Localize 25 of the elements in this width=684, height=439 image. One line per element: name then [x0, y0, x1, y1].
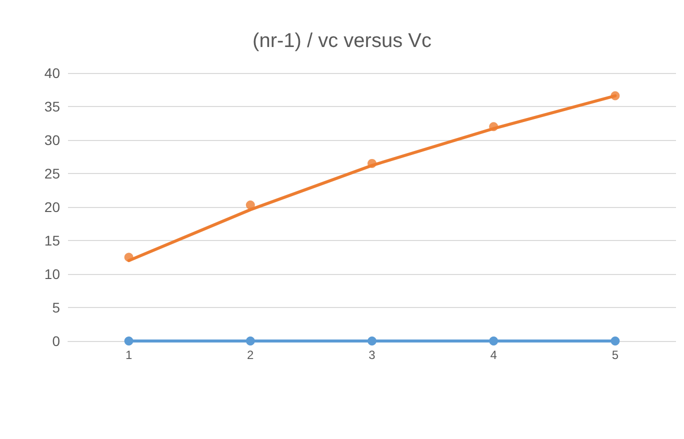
- y-tick-label: 10: [44, 266, 60, 282]
- y-tick-label: 20: [44, 199, 60, 215]
- point: [124, 252, 134, 262]
- point: [124, 336, 134, 346]
- y-tick-label: 35: [44, 98, 60, 114]
- y-tick-label: 40: [44, 65, 60, 81]
- x-tick-label: 4: [490, 348, 498, 362]
- point: [489, 122, 498, 132]
- point: [610, 91, 620, 100]
- y-tick-label: 25: [44, 166, 60, 182]
- y-tick-label: 5: [52, 300, 60, 316]
- point: [246, 336, 255, 346]
- x-tick-label: 2: [247, 348, 254, 362]
- x-tick-label: 3: [368, 348, 376, 362]
- point: [368, 336, 376, 346]
- x-tick-label: 5: [612, 348, 619, 362]
- y-tick-label: 30: [44, 132, 60, 148]
- point: [610, 336, 620, 346]
- point: [489, 336, 498, 346]
- x-tick-label: 1: [125, 348, 132, 362]
- point: [368, 158, 376, 168]
- y-tick-label: 15: [44, 232, 60, 248]
- y-tick-label: 0: [52, 333, 60, 349]
- point: [246, 200, 255, 210]
- chart-title: (nr-1) / vc versus Vc: [252, 30, 432, 52]
